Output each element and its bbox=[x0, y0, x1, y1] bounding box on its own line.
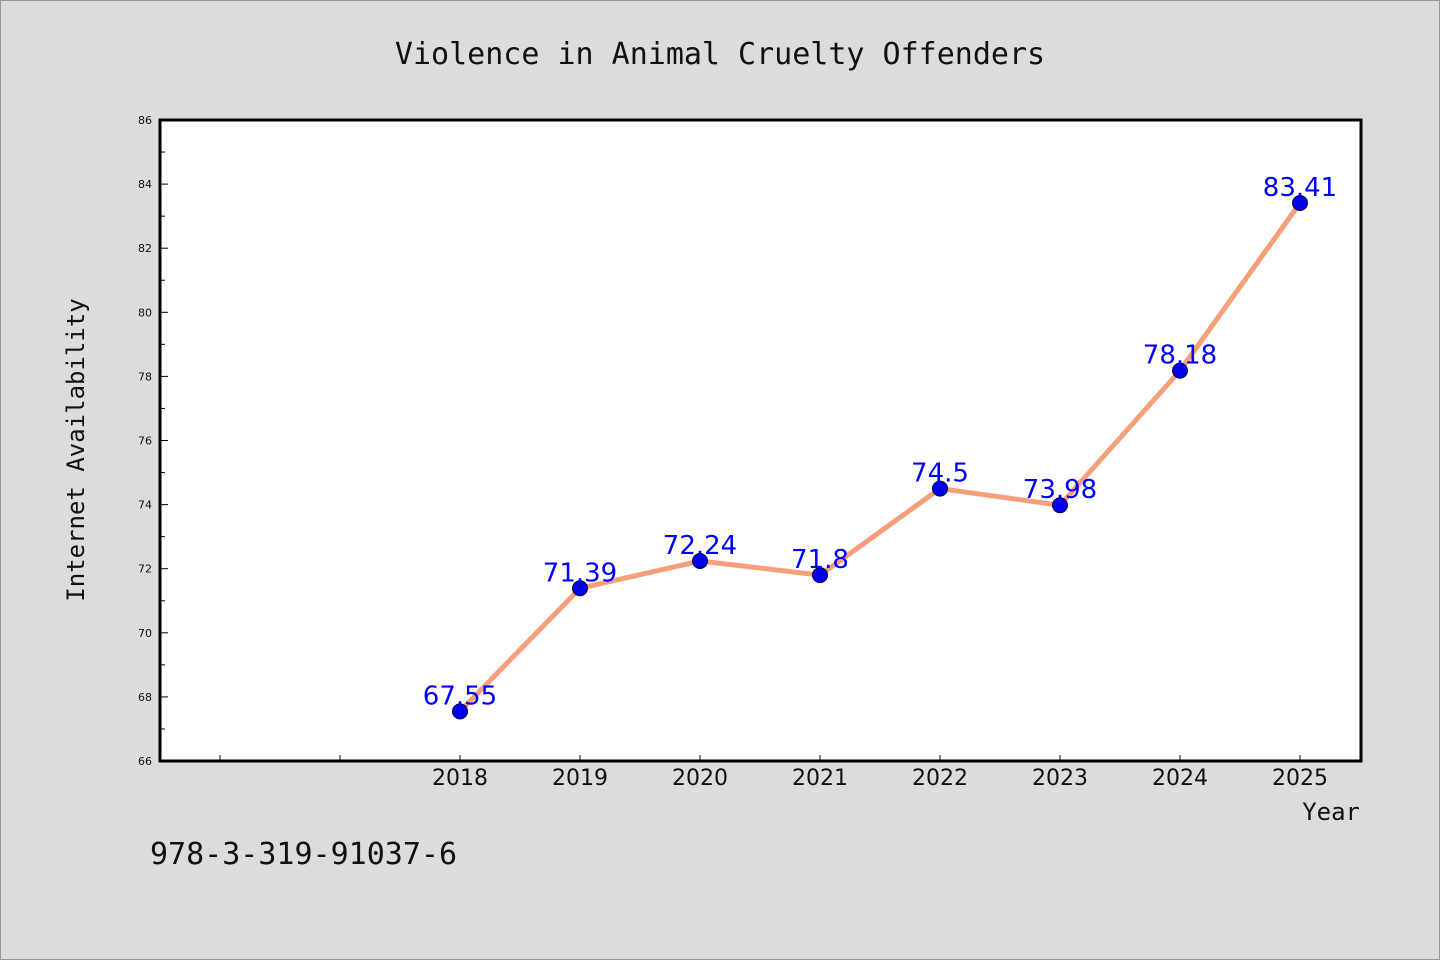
x-tick-label: 2021 bbox=[792, 766, 848, 791]
data-label: 67.55 bbox=[423, 681, 497, 711]
y-tick-label: 74 bbox=[138, 499, 152, 512]
data-label: 72.24 bbox=[663, 531, 737, 561]
x-tick-label: 2020 bbox=[672, 766, 728, 791]
y-axis: 66 68 70 72 74 76 78 80 82 84 86 bbox=[138, 114, 168, 768]
y-tick-label: 68 bbox=[138, 691, 152, 704]
data-label: 71.8 bbox=[791, 545, 849, 575]
x-tick-label: 2024 bbox=[1152, 766, 1208, 791]
x-axis-label: Year bbox=[1302, 798, 1360, 826]
x-tick-label: 2018 bbox=[432, 766, 488, 791]
data-point bbox=[932, 480, 948, 497]
data-label: 71.39 bbox=[543, 558, 617, 588]
y-tick-label: 80 bbox=[138, 306, 152, 319]
series-line bbox=[457, 200, 1303, 714]
data-point bbox=[1172, 362, 1188, 379]
footnote-isbn: 978-3-319-91037-6 bbox=[150, 837, 457, 872]
y-axis-label: Internet Availability bbox=[62, 298, 90, 601]
x-tick-label: 2025 bbox=[1272, 766, 1328, 791]
y-tick-label: 78 bbox=[138, 370, 152, 383]
x-axis: 2018 2019 2020 2021 2022 2023 2024 2025 bbox=[219, 755, 1328, 791]
data-label: 83.41 bbox=[1263, 173, 1337, 203]
x-tick-label: 2023 bbox=[1032, 766, 1088, 791]
plot-area bbox=[158, 118, 1363, 763]
data-label: 78.18 bbox=[1143, 341, 1217, 371]
chart-title: Violence in Animal Cruelty Offenders bbox=[395, 37, 1045, 72]
x-tick-label: 2019 bbox=[552, 766, 608, 791]
data-point bbox=[812, 567, 828, 584]
y-tick-label: 70 bbox=[138, 627, 152, 640]
y-tick-label: 86 bbox=[138, 114, 152, 127]
data-point bbox=[452, 703, 468, 720]
y-tick-label: 84 bbox=[138, 178, 152, 191]
data-point bbox=[1292, 195, 1308, 212]
data-point bbox=[572, 580, 588, 597]
x-tick-label: 2022 bbox=[912, 766, 968, 791]
y-tick-label: 66 bbox=[138, 755, 152, 768]
y-tick-label: 76 bbox=[138, 435, 152, 448]
data-label: 74.5 bbox=[911, 459, 969, 489]
data-label: 73.98 bbox=[1023, 475, 1097, 505]
series-group: 67.55 71.39 72.24 71.8 74.5 73.98 78.18 83.41 bbox=[423, 173, 1337, 720]
data-point bbox=[692, 553, 708, 570]
y-tick-label: 72 bbox=[138, 563, 152, 576]
data-point bbox=[1052, 497, 1068, 514]
y-tick-label: 82 bbox=[138, 242, 152, 255]
